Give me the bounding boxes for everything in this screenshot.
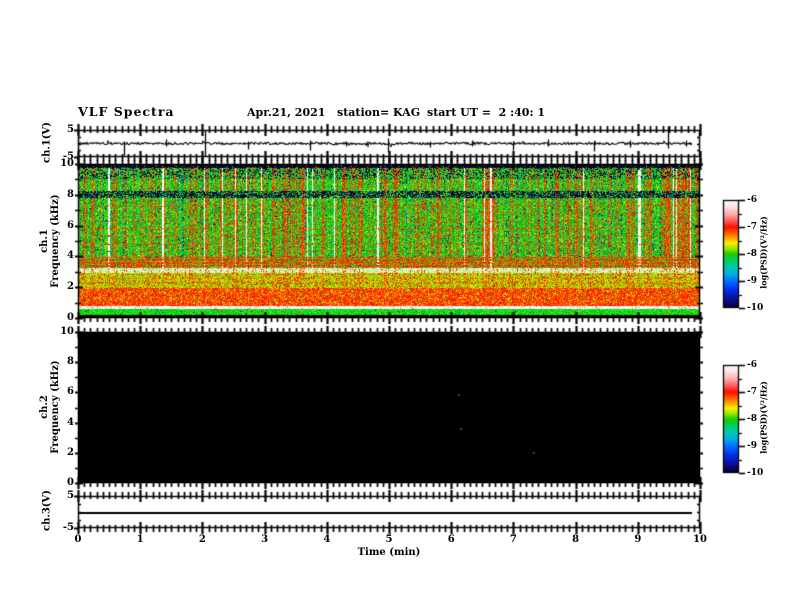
- colorbar-tick-label: -8: [747, 249, 757, 259]
- time-axis-label: Time (min): [357, 547, 421, 558]
- freq-tick-label: 8: [67, 188, 74, 200]
- x-tick-label: 1: [136, 534, 144, 545]
- colorbar-tick-label: -8: [747, 414, 757, 424]
- volt-tick-label: -5: [62, 151, 74, 162]
- ch2-axis-line2: Frequency (kHz): [50, 360, 61, 454]
- freq-tick-label: 4: [67, 250, 74, 262]
- freq-tick-label: 6: [67, 219, 74, 231]
- volt-tick-label: 5: [67, 490, 74, 501]
- volt-tick-label: -5: [62, 522, 74, 533]
- colorbar-tick-label: -10: [747, 303, 764, 313]
- colorbar-tick-label: -9: [747, 441, 757, 451]
- colorbar-tick-label: -9: [747, 276, 757, 286]
- page-title: VLF Spectra: [78, 104, 175, 119]
- x-tick-label: 6: [447, 534, 455, 545]
- ch1-axis-line2: Frequency (kHz): [50, 194, 61, 288]
- colorbar-tick-label: -6: [747, 360, 757, 370]
- x-tick-label: 10: [693, 534, 707, 545]
- ch1-frequency-axis-label: ch.1 Frequency (kHz): [39, 161, 61, 321]
- colorbar-tick-label: -7: [747, 222, 757, 232]
- start-ut-label: start UT = 2 :40: 1: [427, 106, 545, 119]
- freq-tick-label: 6: [67, 386, 74, 398]
- freq-tick-label: 0: [67, 477, 74, 488]
- freq-tick-label: 10: [60, 158, 74, 169]
- volt-tick-label: 5: [67, 124, 74, 135]
- ch2-spectrogram-canvas: [78, 332, 700, 483]
- freq-tick-label: 0: [67, 312, 74, 323]
- freq-tick-label: 2: [67, 446, 74, 458]
- colorbar-tick-label: -10: [747, 468, 764, 478]
- ch1-spectrogram-canvas: [78, 164, 700, 318]
- freq-tick-label: 8: [67, 356, 74, 368]
- x-tick-label: 2: [198, 534, 206, 545]
- freq-tick-label: 10: [60, 326, 74, 337]
- colorbar-tick-label: -7: [747, 387, 757, 397]
- colorbar-tick-label: -6: [747, 195, 757, 205]
- x-tick-label: 3: [261, 534, 269, 545]
- x-tick-label: 5: [385, 534, 393, 545]
- x-tick-label: 9: [634, 534, 642, 545]
- x-tick-label: 4: [323, 534, 331, 545]
- freq-tick-label: 2: [67, 281, 74, 293]
- x-tick-label: 8: [572, 534, 580, 545]
- x-tick-label: 0: [74, 534, 82, 545]
- ch1-axis-line1: ch.1: [39, 229, 50, 253]
- date-label: Apr.21, 2021: [247, 106, 326, 119]
- station-label: station= KAG: [337, 106, 421, 119]
- freq-tick-label: 4: [67, 416, 74, 428]
- ch2-axis-line1: ch.2: [39, 395, 50, 419]
- ch3-voltage-axis-label: ch.3(V): [41, 489, 53, 532]
- x-tick-label: 7: [509, 534, 517, 545]
- ch2-frequency-axis-label: ch.2 Frequency (kHz): [39, 327, 61, 487]
